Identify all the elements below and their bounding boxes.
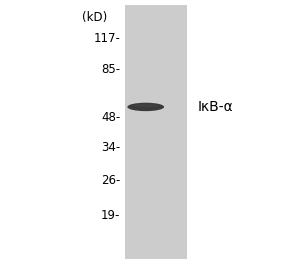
Text: 117-: 117- [93, 32, 120, 45]
Text: 26-: 26- [101, 174, 120, 187]
Ellipse shape [127, 103, 164, 111]
Text: 48-: 48- [101, 111, 120, 124]
Bar [125, 5, 187, 259]
Text: 34-: 34- [101, 141, 120, 154]
Ellipse shape [133, 104, 158, 107]
Text: (kD): (kD) [82, 11, 108, 23]
Text: 85-: 85- [101, 63, 120, 77]
Text: IκB-α: IκB-α [198, 100, 234, 114]
Text: 19-: 19- [101, 209, 120, 222]
